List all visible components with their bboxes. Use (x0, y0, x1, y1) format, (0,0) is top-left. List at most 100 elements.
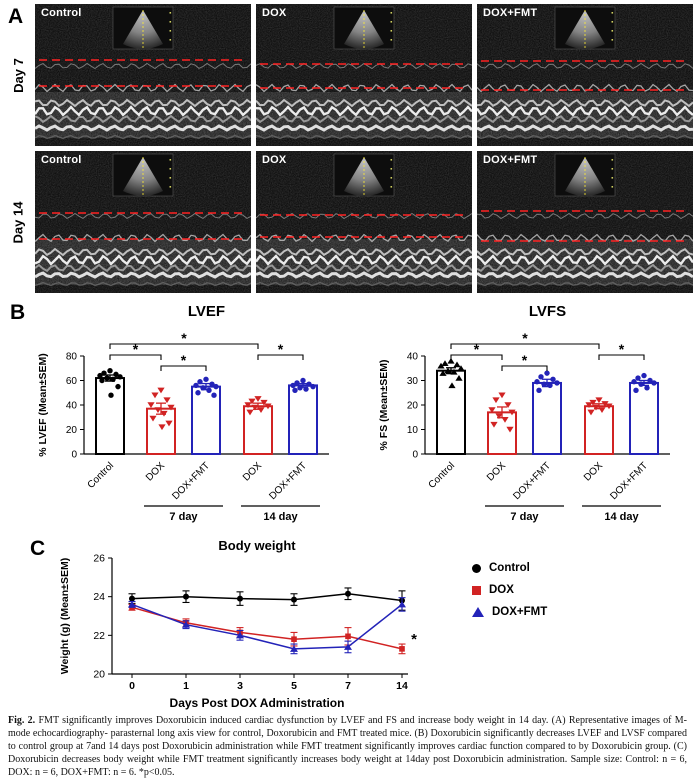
echo-m-mode-image (35, 151, 251, 293)
x-tick-label: Control (86, 460, 117, 491)
body-weight-row: Body weight 20 22 24 26 0 1 3 5 7 14 Days Post DOX … (0, 536, 695, 719)
echo-image-dox-day14: DOX (256, 151, 472, 293)
square-marker-icon (472, 585, 481, 595)
echo-grid: Day 7 Control DOX DOX+FMT Day 14 Control… (6, 4, 695, 293)
x-tick-label: 14 (396, 680, 408, 692)
row-label-day7-text: Day 7 (10, 57, 26, 93)
legend-label-dox: DOX (489, 584, 514, 596)
group-label: 14 day (604, 511, 639, 523)
x-tick-label: 3 (237, 680, 243, 692)
echo-inset-bmode-image (554, 6, 616, 50)
x-tick-label: DOX (144, 460, 167, 483)
echo-m-mode-image (477, 151, 693, 293)
x-tick-label: 1 (183, 680, 189, 692)
lvfs-chart: LVFS 0 10 20 30 40% FS (Mean±SEM) Control DOX DO… (375, 296, 685, 537)
y-tick-label: 60 (66, 376, 78, 387)
bar-DOX (584, 405, 614, 455)
y-axis-label: Weight (g) (Mean±SEM) (59, 558, 71, 674)
panel-a-label: A (8, 5, 24, 28)
significance-bracket (450, 354, 503, 360)
caption-label: Fig. 2. (8, 715, 36, 726)
echo-inset-bmode-image (333, 153, 395, 197)
chart-title: LVEF (188, 303, 225, 320)
echo-image-dox-fmt-day14: DOX+FMT (477, 151, 693, 293)
group-label: 7 day (169, 511, 198, 523)
panel-b-label: B (10, 301, 26, 324)
y-axis-label: % FS (Mean±SEM) (378, 360, 390, 451)
echo-m-mode-image (35, 4, 251, 146)
echo-column-label-dox: DOX (262, 7, 287, 19)
y-tick-label: 30 (407, 376, 419, 387)
y-tick-label: 40 (407, 352, 419, 363)
x-tick-label: 5 (291, 680, 297, 692)
y-tick-label: 26 (93, 553, 105, 565)
group-label: 14 day (263, 511, 298, 523)
bar-Control (95, 377, 125, 455)
y-tick-label: 0 (71, 450, 77, 461)
x-tick-label: 0 (129, 680, 135, 692)
y-tick-label: 24 (93, 591, 105, 603)
bar-DOX+FMT (629, 381, 659, 455)
x-tick-label: DOX+FMT (608, 460, 650, 502)
y-tick-label: 40 (66, 401, 78, 412)
row-label-day14: Day 14 (6, 151, 30, 293)
y-tick-label: 10 (407, 425, 419, 436)
x-tick-label: DOX+FMT (511, 460, 553, 502)
echo-column-label-control: Control (41, 7, 82, 19)
y-tick-label: 20 (93, 669, 105, 681)
echo-inset-bmode-image (112, 153, 174, 197)
significance-bracket (501, 365, 548, 371)
significance-star: * (181, 330, 187, 346)
significance-bracket (160, 365, 207, 371)
x-tick-label: Control (427, 460, 458, 491)
significance-star: * (278, 341, 284, 357)
y-axis-label: % LVEF (Mean±SEM) (37, 353, 49, 457)
echo-column-label-dox-fmt: DOX+FMT (483, 154, 538, 166)
legend-item-dox: DOX (472, 584, 547, 596)
legend-label-control: Control (489, 562, 530, 574)
legend-label-dox-fmt: DOX+FMT (492, 606, 548, 618)
significance-star: * (411, 631, 417, 648)
bar-charts-row: LVEF 0 20 40 60 80 % LVEF (Mean±SEM) Control DOX… (0, 296, 695, 537)
x-tick-label: DOX (241, 460, 264, 483)
bar-DOX (243, 405, 273, 455)
bar-DOX (146, 407, 176, 456)
panel-a: A Day 7 Control DOX DOX+FMT Day 14 Contr… (4, 4, 695, 293)
echo-m-mode-image (256, 151, 472, 293)
body-weight-svg: Body weight 20 22 24 26 0 1 3 5 7 14 Days Post DOX … (59, 538, 417, 710)
significance-bracket (109, 354, 162, 360)
significance-star: * (619, 341, 625, 357)
echo-column-label-dox: DOX (262, 154, 287, 166)
x-tick-label: DOX (485, 460, 508, 483)
legend-item-dox-fmt: DOX+FMT (472, 606, 547, 618)
body-weight-legend: Control DOX DOX+FMT (472, 562, 547, 719)
bar-DOX (487, 411, 517, 455)
caption-text: FMT significantly improves Doxorubicin i… (8, 715, 688, 778)
series-line-DOX+FMT (131, 603, 403, 650)
x-tick-label: DOX (582, 460, 605, 483)
chart-title: Body weight (218, 538, 296, 553)
x-axis-label: Days Post DOX Administration (170, 696, 345, 710)
y-tick-label: 20 (407, 401, 419, 412)
x-tick-label: DOX+FMT (267, 460, 309, 502)
panel-b: B LVEF 0 20 40 60 80 % LVEF (Mean±SEM) Control D… (0, 296, 695, 534)
y-tick-label: 0 (412, 450, 418, 461)
echo-m-mode-image (256, 4, 472, 146)
significance-bracket (257, 354, 304, 360)
triangle-marker-icon (472, 607, 484, 617)
echo-image-dox-day7: DOX (256, 4, 472, 146)
bar-DOX+FMT (532, 381, 562, 455)
echo-image-dox-fmt-day7: DOX+FMT (477, 4, 693, 146)
bar-DOX+FMT (288, 384, 318, 455)
lvef-chart: LVEF 0 20 40 60 80 % LVEF (Mean±SEM) Control DOX… (34, 296, 344, 537)
significance-bracket (450, 343, 600, 349)
chart-title: LVFS (529, 303, 566, 320)
significance-star: * (133, 341, 139, 357)
series-line-Control (131, 593, 403, 602)
body-weight-chart: Body weight 20 22 24 26 0 1 3 5 7 14 Days Post DOX … (54, 536, 454, 719)
significance-star: * (522, 352, 528, 368)
echo-column-label-dox-fmt: DOX+FMT (483, 7, 538, 19)
significance-bracket (109, 343, 259, 349)
y-tick-label: 20 (66, 425, 78, 436)
